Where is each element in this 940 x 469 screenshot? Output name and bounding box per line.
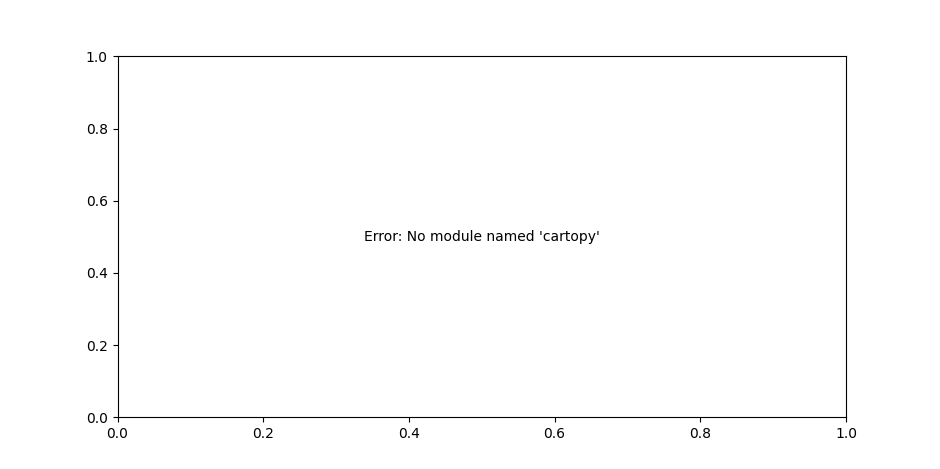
Text: Error: No module named 'cartopy': Error: No module named 'cartopy' bbox=[364, 230, 600, 244]
